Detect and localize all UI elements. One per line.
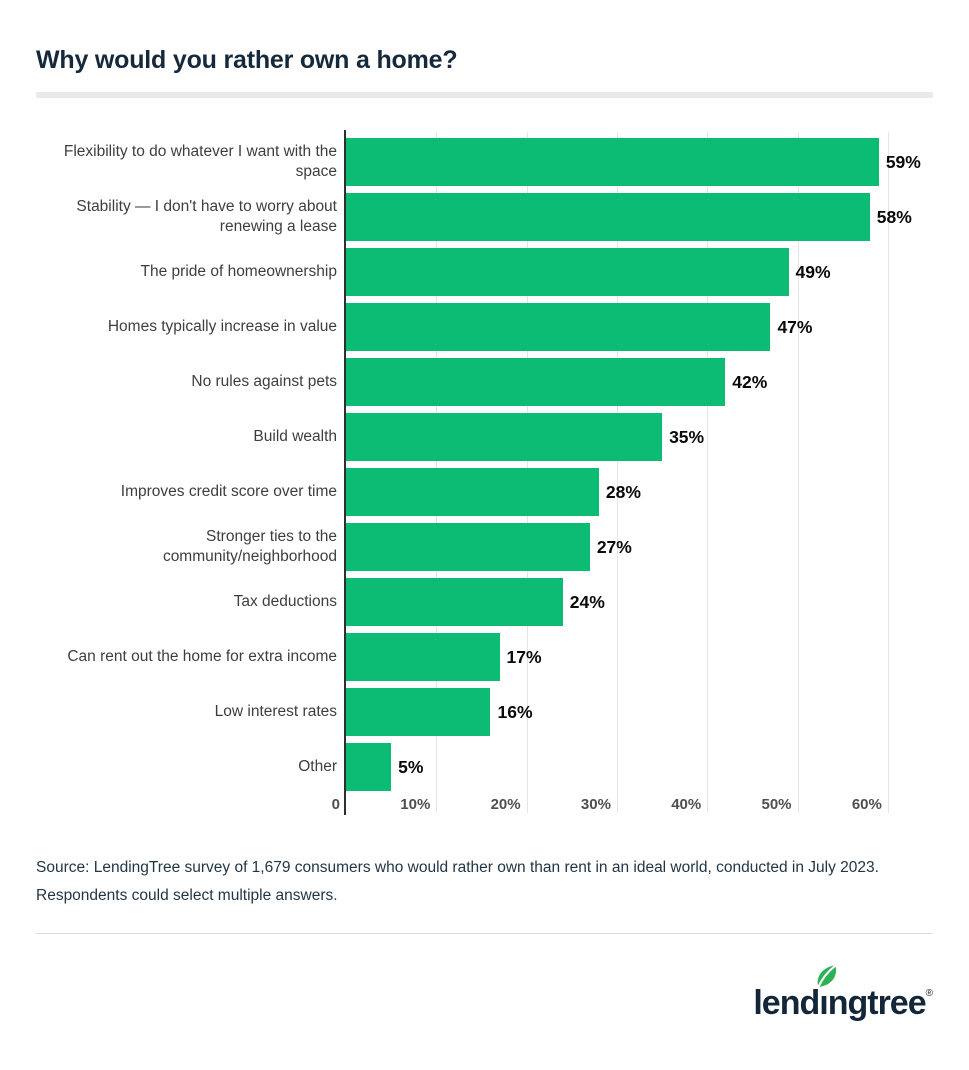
value-label: 58% bbox=[876, 206, 912, 227]
gridline-50 bbox=[797, 132, 799, 813]
plot-area: 49% bbox=[346, 248, 933, 296]
bar-row: The pride of homeownership 49% bbox=[36, 248, 933, 296]
plot-area: 17% bbox=[346, 633, 933, 681]
gridline-60 bbox=[887, 132, 889, 813]
infographic: Why would you rather own a home? Flexibi… bbox=[0, 46, 969, 1020]
value-label: 59% bbox=[885, 151, 921, 172]
category-label: No rules against pets bbox=[191, 373, 337, 391]
category-label: Improves credit score over time bbox=[120, 483, 337, 501]
category-label: Other bbox=[298, 758, 337, 776]
x-tick-40pct: 40% bbox=[671, 796, 702, 813]
bar-rows: Flexibility to do whatever I want with t… bbox=[36, 138, 933, 791]
page-title: Why would you rather own a home? bbox=[36, 46, 458, 74]
bar-row: Tax deductions 24% bbox=[36, 578, 933, 626]
bar-row: Build wealth 35% bbox=[36, 413, 933, 461]
category-label: Stronger ties to the community/neighborh… bbox=[162, 528, 337, 565]
bar bbox=[346, 743, 392, 791]
value-label: 35% bbox=[669, 426, 705, 447]
bar bbox=[346, 248, 789, 296]
x-tick-10pct: 10% bbox=[400, 796, 431, 813]
y-axis-line bbox=[344, 130, 346, 815]
category-label: Build wealth bbox=[253, 428, 337, 446]
bar bbox=[346, 413, 663, 461]
bar-row: Flexibility to do whatever I want with t… bbox=[36, 138, 933, 186]
gridline-40 bbox=[707, 132, 709, 813]
plot-area: 35% bbox=[346, 413, 933, 461]
registered-mark: ® bbox=[925, 988, 933, 999]
x-tick-0: 0 bbox=[331, 796, 340, 813]
logo-letter-i: ı bbox=[817, 964, 837, 1020]
bar bbox=[346, 303, 771, 351]
x-tick-30pct: 30% bbox=[580, 796, 611, 813]
value-label: 42% bbox=[732, 371, 768, 392]
bar bbox=[346, 138, 879, 186]
bar-row: Low interest rates 16% bbox=[36, 688, 933, 736]
value-label: 28% bbox=[605, 481, 641, 502]
logo-text-ngtree: ngtree bbox=[827, 984, 927, 1022]
value-label: 47% bbox=[777, 316, 813, 337]
bar-row: Stronger ties to the community/neighborh… bbox=[36, 523, 933, 571]
title-divider bbox=[36, 92, 933, 98]
x-tick-20pct: 20% bbox=[490, 796, 521, 813]
lendingtree-logo: lend ıngtree® bbox=[753, 964, 933, 1020]
category-label: Can rent out the home for extra income bbox=[67, 648, 337, 666]
value-label: 17% bbox=[506, 646, 542, 667]
plot-area: 5% bbox=[346, 743, 933, 791]
x-tick-60pct: 60% bbox=[851, 796, 882, 813]
category-label: Tax deductions bbox=[233, 593, 337, 611]
category-label: Stability — I don't have to worry about … bbox=[76, 198, 337, 235]
value-label: 16% bbox=[497, 701, 533, 722]
bar-row: No rules against pets 42% bbox=[36, 358, 933, 406]
plot-area: 27% bbox=[346, 523, 933, 571]
value-label: 5% bbox=[398, 756, 424, 777]
value-label: 27% bbox=[596, 536, 632, 557]
footer-divider bbox=[36, 933, 933, 934]
plot-area: 28% bbox=[346, 468, 933, 516]
bar bbox=[346, 468, 599, 516]
value-label: 24% bbox=[569, 591, 605, 612]
source-note: Source: LendingTree survey of 1,679 cons… bbox=[36, 859, 879, 904]
bar bbox=[346, 633, 500, 681]
category-label: The pride of homeownership bbox=[140, 263, 337, 281]
bar bbox=[346, 578, 563, 626]
plot-area: 42% bbox=[346, 358, 933, 406]
plot-area: 24% bbox=[346, 578, 933, 626]
bar-row: Improves credit score over time 28% bbox=[36, 468, 933, 516]
logo-text-lend: lend bbox=[753, 984, 820, 1022]
x-axis: 0 10% 20% 30% 40% 50% 60% bbox=[332, 791, 933, 817]
bar bbox=[346, 358, 726, 406]
plot-area: 47% bbox=[346, 303, 933, 351]
x-tick-50pct: 50% bbox=[761, 796, 792, 813]
value-label: 49% bbox=[795, 261, 831, 282]
bar-row: Stability — I don't have to worry about … bbox=[36, 193, 933, 241]
plot-area: 16% bbox=[346, 688, 933, 736]
category-label: Homes typically increase in value bbox=[107, 318, 337, 336]
bar-row: Other 5% bbox=[36, 743, 933, 791]
bar-chart: Flexibility to do whatever I want with t… bbox=[36, 130, 933, 817]
bar-row: Homes typically increase in value 47% bbox=[36, 303, 933, 351]
category-label: Flexibility to do whatever I want with t… bbox=[63, 143, 337, 180]
category-label: Low interest rates bbox=[214, 703, 337, 721]
plot-area: 59% bbox=[346, 138, 933, 186]
leaf-icon bbox=[817, 964, 837, 989]
bar bbox=[346, 688, 491, 736]
bar bbox=[346, 523, 590, 571]
bar-row: Can rent out the home for extra income 17… bbox=[36, 633, 933, 681]
bar bbox=[346, 193, 870, 241]
plot-area: 58% bbox=[346, 193, 933, 241]
gridline-30 bbox=[616, 132, 618, 813]
